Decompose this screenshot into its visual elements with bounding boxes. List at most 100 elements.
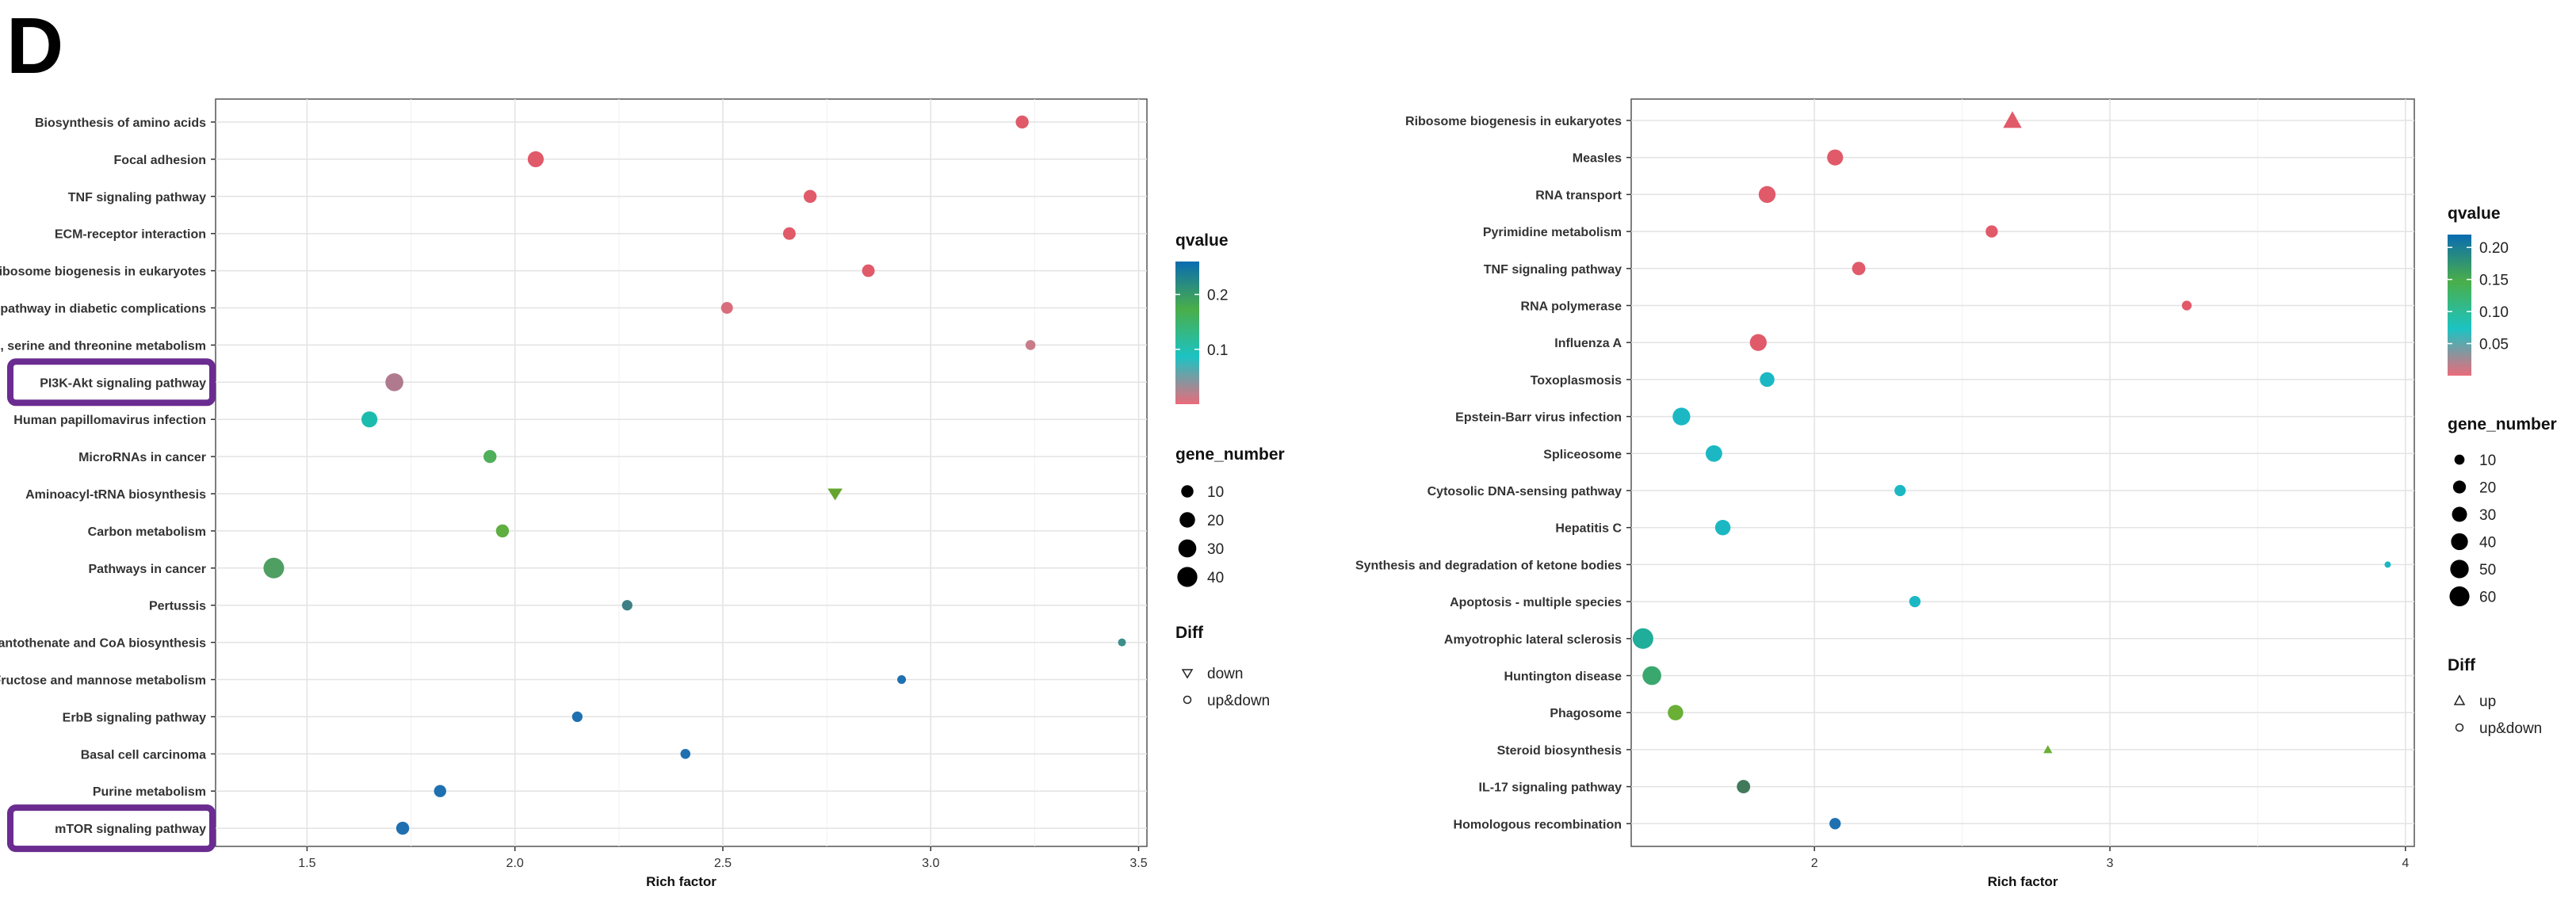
legend-qvalue-title: qvalue <box>2448 204 2501 223</box>
y-tick-label-ribosome-biogenesis-in-eukaryotes: Ribosome biogenesis in eukaryotes <box>1405 115 1622 128</box>
legend-size-label: 40 <box>1207 570 1224 586</box>
legend-size-swatch <box>1177 567 1198 587</box>
data-point-cytosolic-dna-sensing-pathway <box>1894 484 1906 497</box>
data-point-pantothenate-and-coa-biosynthesis <box>1118 638 1126 647</box>
legend-size-label: 10 <box>1207 484 1224 501</box>
y-tick-label-ribosome-biogenesis-in-eukaryotes: Ribosome biogenesis in eukaryotes <box>0 265 206 279</box>
legend-size-swatch <box>2452 506 2467 522</box>
y-tick-label-influenza-a: Influenza A <box>1554 337 1622 350</box>
plot-panel <box>215 98 1148 847</box>
data-point-erbb-signaling-pathway <box>571 711 583 723</box>
legend-size-swatch <box>1179 512 1195 528</box>
y-tick-label-steroid-biosynthesis: Steroid biosynthesis <box>1497 744 1622 758</box>
data-point-pi3k-akt-signaling-pathway <box>385 372 403 391</box>
legend-qvalue-colorbar <box>1175 262 1199 404</box>
x-tick-label: 1.5 <box>298 857 315 870</box>
legend-size-label: 60 <box>2479 590 2496 606</box>
y-tick-label-pi3k-akt-signaling-pathway: PI3K-Akt signaling pathway <box>40 376 206 390</box>
legend-size-label: 20 <box>1207 513 1224 529</box>
chart-left: Biosynthesis of amino acids Focal adhesio… <box>0 98 1285 889</box>
legend-size-swatch <box>1178 539 1197 558</box>
data-point-il-17-signaling-pathway <box>1737 780 1751 794</box>
x-tick-label: 3.0 <box>922 857 939 870</box>
legend-diff-triangle-down-icon <box>1181 669 1194 679</box>
y-tick-label-phagosome: Phagosome <box>1550 707 1622 720</box>
data-point-rna-transport <box>1758 185 1776 204</box>
legend-size-swatch <box>2452 480 2467 494</box>
y-tick-label-biosynthesis-of-amino-acids: Biosynthesis of amino acids <box>35 116 206 130</box>
data-point-pertussis <box>621 600 633 611</box>
legend-qvalue-colorbar <box>2448 235 2471 376</box>
data-point-ribosome-biogenesis-in-eukaryotes <box>2003 111 2022 128</box>
y-tick-label-hepatitis-c: Hepatitis C <box>1555 522 1622 536</box>
plot-panel <box>1630 98 2415 847</box>
y-tick-label-purine-metabolism: Purine metabolism <box>93 785 206 799</box>
x-tick-label: 3.5 <box>1129 857 1147 870</box>
data-point-steroid-biosynthesis <box>2043 745 2053 754</box>
y-tick-label-synthesis-and-degradation-of-ketone-bodies: Synthesis and degradation of ketone bodi… <box>1355 559 1622 572</box>
x-tick-label: 2 <box>1811 857 1818 870</box>
y-tick-label-basal-cell-carcinoma: Basal cell carcinoma <box>81 748 206 762</box>
y-tick-label-aminoacyl-trna-biosynthesis: Aminoacyl-tRNA biosynthesis <box>25 488 206 502</box>
legend-size-swatch <box>2449 586 2470 607</box>
y-tick-label-pantothenate-and-coa-biosynthesis: Pantothenate and CoA biosynthesis <box>0 637 206 651</box>
legend-diff-label: up&down <box>2479 720 2542 737</box>
y-tick-label-pyrimidine-metabolism: Pyrimidine metabolism <box>1483 226 1622 239</box>
data-point-aminoacyl-trna-biosynthesis <box>827 488 843 501</box>
data-point-micrornas-in-cancer <box>483 449 497 464</box>
highlight-box-pi3k-akt-signaling-pathway <box>7 358 216 407</box>
chart-right: Ribosome biogenesis in eukaryotes Measles… <box>1355 98 2557 889</box>
y-tick-label-focal-adhesion: Focal adhesion <box>114 154 206 167</box>
data-point-carbon-metabolism <box>495 524 510 538</box>
data-point-pathways-in-cancer <box>263 557 285 579</box>
y-tick-label-erbb-signaling-pathway: ErbB signaling pathway <box>63 711 206 724</box>
highlight-box-mtor-signaling-pathway <box>7 804 216 853</box>
data-point-purine-metabolism <box>434 785 446 797</box>
y-tick-label-glycine-serine-and-threonine-metabolism: Glycine, serine and threonine metabolism <box>0 339 206 353</box>
legend-size-label: 30 <box>2479 507 2496 524</box>
data-point-synthesis-and-degradation-of-ketone-bodies <box>2384 561 2391 568</box>
legend-size-swatch <box>2454 454 2465 465</box>
data-point-tnf-signaling-pathway <box>803 189 817 203</box>
y-tick-label-amyotrophic-lateral-sclerosis: Amyotrophic lateral sclerosis <box>1444 633 1622 647</box>
data-point-rna-polymerase <box>2181 300 2192 311</box>
data-point-homologous-recombination <box>1829 818 1841 830</box>
legend-size-label: 10 <box>2479 453 2496 469</box>
data-point-basal-cell-carcinoma <box>680 749 691 759</box>
legend-diff-title: Diff <box>2448 656 2476 674</box>
y-tick-label-rna-transport: RNA transport <box>1535 189 1622 202</box>
data-point-hepatitis-c <box>1714 519 1731 536</box>
y-tick-label-huntington-disease: Huntington disease <box>1504 670 1622 684</box>
y-tick-label-toxoplasmosis: Toxoplasmosis <box>1531 374 1622 388</box>
data-point-pyrimidine-metabolism <box>1986 225 1998 238</box>
y-tick-label-age-rage-signaling-pathway-in-diabetic-complications: AGE-RAGE signaling pathway in diabetic c… <box>0 303 206 316</box>
x-axis-label: Rich factor <box>1988 874 2058 889</box>
legend-size-label: 50 <box>2479 562 2496 579</box>
legend-diff-label: down <box>1207 666 1243 682</box>
x-tick-label: 3 <box>2107 857 2114 870</box>
y-tick-label-homologous-recombination: Homologous recombination <box>1454 818 1622 831</box>
data-point-apoptosis-multiple-species <box>1909 595 1921 608</box>
data-point-spliceosome <box>1705 445 1722 462</box>
data-point-fructose-and-mannose-metabolism <box>897 675 907 684</box>
data-point-glycine-serine-and-threonine-metabolism <box>1025 340 1036 350</box>
y-tick-label-epstein-barr-virus-infection: Epstein-Barr virus infection <box>1455 411 1622 425</box>
data-point-biosynthesis-of-amino-acids <box>1015 115 1029 129</box>
y-tick-label-micrornas-in-cancer: MicroRNAs in cancer <box>78 451 206 464</box>
y-tick-label-measles: Measles <box>1573 152 1622 166</box>
x-tick-label: 4 <box>2402 857 2409 870</box>
data-point-tnf-signaling-pathway <box>1852 262 1866 276</box>
data-point-ribosome-biogenesis-in-eukaryotes <box>862 264 875 277</box>
data-point-human-papillomavirus-infection <box>361 411 378 428</box>
data-point-mtor-signaling-pathway <box>396 821 410 835</box>
legend-size-swatch <box>1181 485 1194 498</box>
y-tick-label-tnf-signaling-pathway: TNF signaling pathway <box>68 191 206 204</box>
legend-gene-number-title: gene_number <box>1175 445 1285 464</box>
data-point-age-rage-signaling-pathway-in-diabetic-complications <box>720 302 733 314</box>
x-tick-label: 2.0 <box>506 857 524 870</box>
legend-diff-triangle-up-icon <box>2453 694 2466 705</box>
legend-qvalue-label: 0.15 <box>2479 273 2509 289</box>
legend-size-label: 30 <box>1207 541 1224 558</box>
y-tick-label-rna-polymerase: RNA polymerase <box>1521 300 1622 314</box>
legend-qvalue-label: 0.20 <box>2479 240 2509 257</box>
